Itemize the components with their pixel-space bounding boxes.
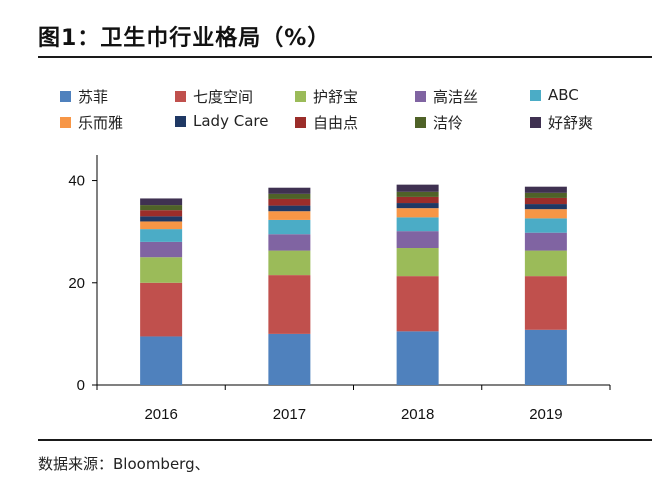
bar-segment: [524, 209, 567, 219]
legend-label: 高洁丝: [433, 88, 479, 106]
bar-segment: [396, 203, 439, 209]
bar-segment: [268, 211, 311, 220]
legend-item: 乐而雅: [60, 112, 123, 133]
bar-segment: [396, 231, 439, 249]
bar-segment: [524, 329, 567, 385]
bar-segment: [396, 248, 439, 277]
legend-swatch: [295, 117, 306, 128]
legend-swatch: [415, 91, 426, 102]
legend-label: 自由点: [313, 114, 359, 132]
legend-item: 苏菲: [60, 86, 108, 107]
bar-segment: [524, 204, 567, 210]
bar-segment: [396, 276, 439, 332]
legend-swatch: [60, 91, 71, 102]
legend-item: 自由点: [295, 112, 358, 133]
legend-swatch: [530, 89, 541, 101]
legend-swatch: [415, 117, 426, 128]
bar-segment: [140, 216, 183, 222]
footer-divider: [38, 439, 652, 441]
bar-segment: [524, 232, 567, 251]
legend-label: 七度空间: [193, 88, 254, 106]
bar-segment: [140, 257, 183, 283]
bar-segment: [396, 184, 439, 192]
x-tick-label: 2016: [144, 406, 177, 423]
bar-segment: [524, 218, 567, 233]
bar-segment: [140, 282, 183, 337]
legend-label: 好舒爽: [548, 114, 594, 132]
legend-item: 好舒爽: [530, 112, 593, 133]
bar-segment: [396, 331, 439, 385]
bar-segment: [268, 198, 311, 206]
bar-segment: [268, 187, 311, 194]
legend-label: ABC: [548, 86, 579, 104]
legend-item: 高洁丝: [415, 86, 478, 107]
x-tick-label: 2018: [401, 406, 434, 423]
legend-item: 七度空间: [175, 86, 253, 107]
source-note: 数据来源：Bloomberg、: [38, 455, 210, 473]
bar-segment: [396, 208, 439, 218]
bar-segment: [524, 197, 567, 205]
bar-segment: [268, 333, 311, 385]
bar-segment: [268, 193, 311, 199]
x-tick-label: 2019: [529, 406, 562, 423]
bar-segment: [140, 205, 183, 211]
x-tick-label: 2017: [273, 406, 306, 423]
legend-item: ABC: [530, 86, 579, 104]
bar-segment: [396, 196, 439, 204]
bar-segment: [140, 210, 183, 217]
bar-segment: [268, 205, 311, 212]
chart-title: 图1：卫生巾行业格局（%）: [38, 26, 331, 51]
title-divider: [38, 56, 652, 58]
legend-swatch: [295, 91, 306, 102]
bar-segment: [140, 336, 183, 385]
y-tick-label: 20: [68, 275, 85, 292]
legend-label: Lady Care: [193, 112, 269, 130]
legend-item: Lady Care: [175, 112, 268, 130]
legend-label: 洁伶: [433, 114, 464, 132]
bar-segment: [140, 241, 183, 258]
bar-segment: [268, 234, 311, 251]
bar-segment: [524, 186, 567, 193]
bar-segment: [396, 191, 439, 197]
legend-label: 乐而雅: [78, 114, 124, 132]
legend-label: 苏菲: [78, 88, 109, 106]
bar-segment: [524, 276, 567, 330]
bar-segment: [140, 198, 183, 206]
bar-segment: [524, 192, 567, 198]
legend-item: 护舒宝: [295, 86, 358, 107]
legend-label: 护舒宝: [313, 88, 359, 106]
chart-legend: 苏菲 七度空间 护舒宝 高洁丝 ABC 乐而雅 Lady Care 自由点 洁伶 好舒爽: [60, 86, 660, 136]
y-tick-label: 40: [68, 173, 85, 190]
legend-swatch: [175, 115, 186, 127]
bar-segment: [268, 219, 311, 235]
bar-segment: [396, 217, 439, 232]
y-tick-label: 0: [77, 377, 85, 394]
bar-segment: [524, 250, 567, 277]
bar-segment: [268, 250, 311, 276]
legend-swatch: [530, 117, 541, 128]
bar-segment: [140, 221, 183, 230]
legend-swatch: [175, 91, 186, 102]
bar-segment: [140, 229, 183, 242]
legend-swatch: [60, 117, 71, 128]
bar-segment: [268, 275, 311, 334]
legend-item: 洁伶: [415, 112, 463, 133]
